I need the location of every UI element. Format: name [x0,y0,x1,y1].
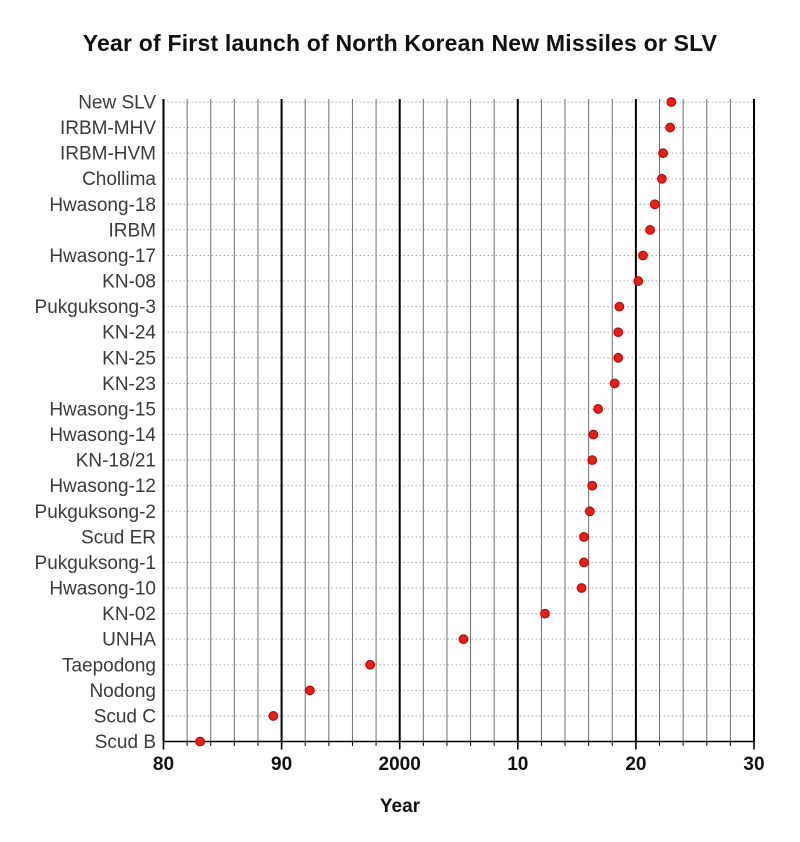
data-point [593,404,604,414]
data-point [649,199,660,210]
x-axis-label: Year [379,796,421,817]
data-point [587,480,598,491]
category-label: Pukguksong-2 [35,502,156,523]
category-label: Hwasong-10 [49,579,156,600]
data-point [645,224,655,235]
category-label: Hwasong-15 [49,399,156,420]
category-label: Hwasong-14 [49,425,156,446]
data-point [666,97,677,107]
data-point [195,736,206,747]
category-label: Chollima [82,169,156,190]
data-point [638,250,648,261]
data-point [268,711,279,721]
category-label: Pukguksong-1 [35,553,156,574]
category-label: Hwasong-17 [49,246,156,267]
category-label: IRBM-MHV [60,118,156,139]
data-point [613,327,624,338]
x-tick-label: 2000 [379,754,421,775]
category-label: Hwasong-18 [49,195,156,216]
data-point [305,685,315,696]
category-label: Nodong [89,681,156,702]
category-label: IRBM [109,220,157,241]
data-point [540,608,550,619]
data-point [614,301,625,312]
category-label: Scud ER [81,527,156,548]
data-point [576,583,587,593]
data-point [579,557,589,568]
x-tick-label: 80 [153,754,174,775]
category-label: KN-18/21 [76,451,156,472]
category-label: New SLV [78,93,156,114]
category-label: KN-24 [102,323,156,344]
x-tick-label: 30 [743,754,764,775]
chart-title: Year of First launch of North Korean New… [82,30,718,56]
data-point [584,506,595,517]
category-label: Hwasong-12 [49,476,156,497]
category-label: Scud B [95,732,156,753]
category-label: IRBM-HVM [60,144,156,165]
category-label: KN-08 [102,272,156,293]
data-point [458,634,469,645]
x-tick-label: 10 [507,754,528,775]
category-label: Pukguksong-3 [35,297,156,318]
category-label: KN-23 [102,374,156,395]
data-point [656,173,667,184]
data-point [613,352,624,363]
category-label: Taepodong [62,655,156,676]
data-point [658,148,668,159]
data-point [365,659,376,670]
data-point [633,276,644,286]
x-tick-label: 20 [625,754,646,775]
category-label: KN-25 [102,348,156,369]
x-tick-label: 90 [271,754,292,775]
category-label: KN-02 [102,604,156,625]
data-point [588,429,599,440]
data-point [579,531,589,542]
category-label: UNHA [102,630,156,651]
data-point [665,122,676,133]
data-point [609,378,620,389]
data-point [587,455,598,466]
category-label: Scud C [94,706,156,727]
